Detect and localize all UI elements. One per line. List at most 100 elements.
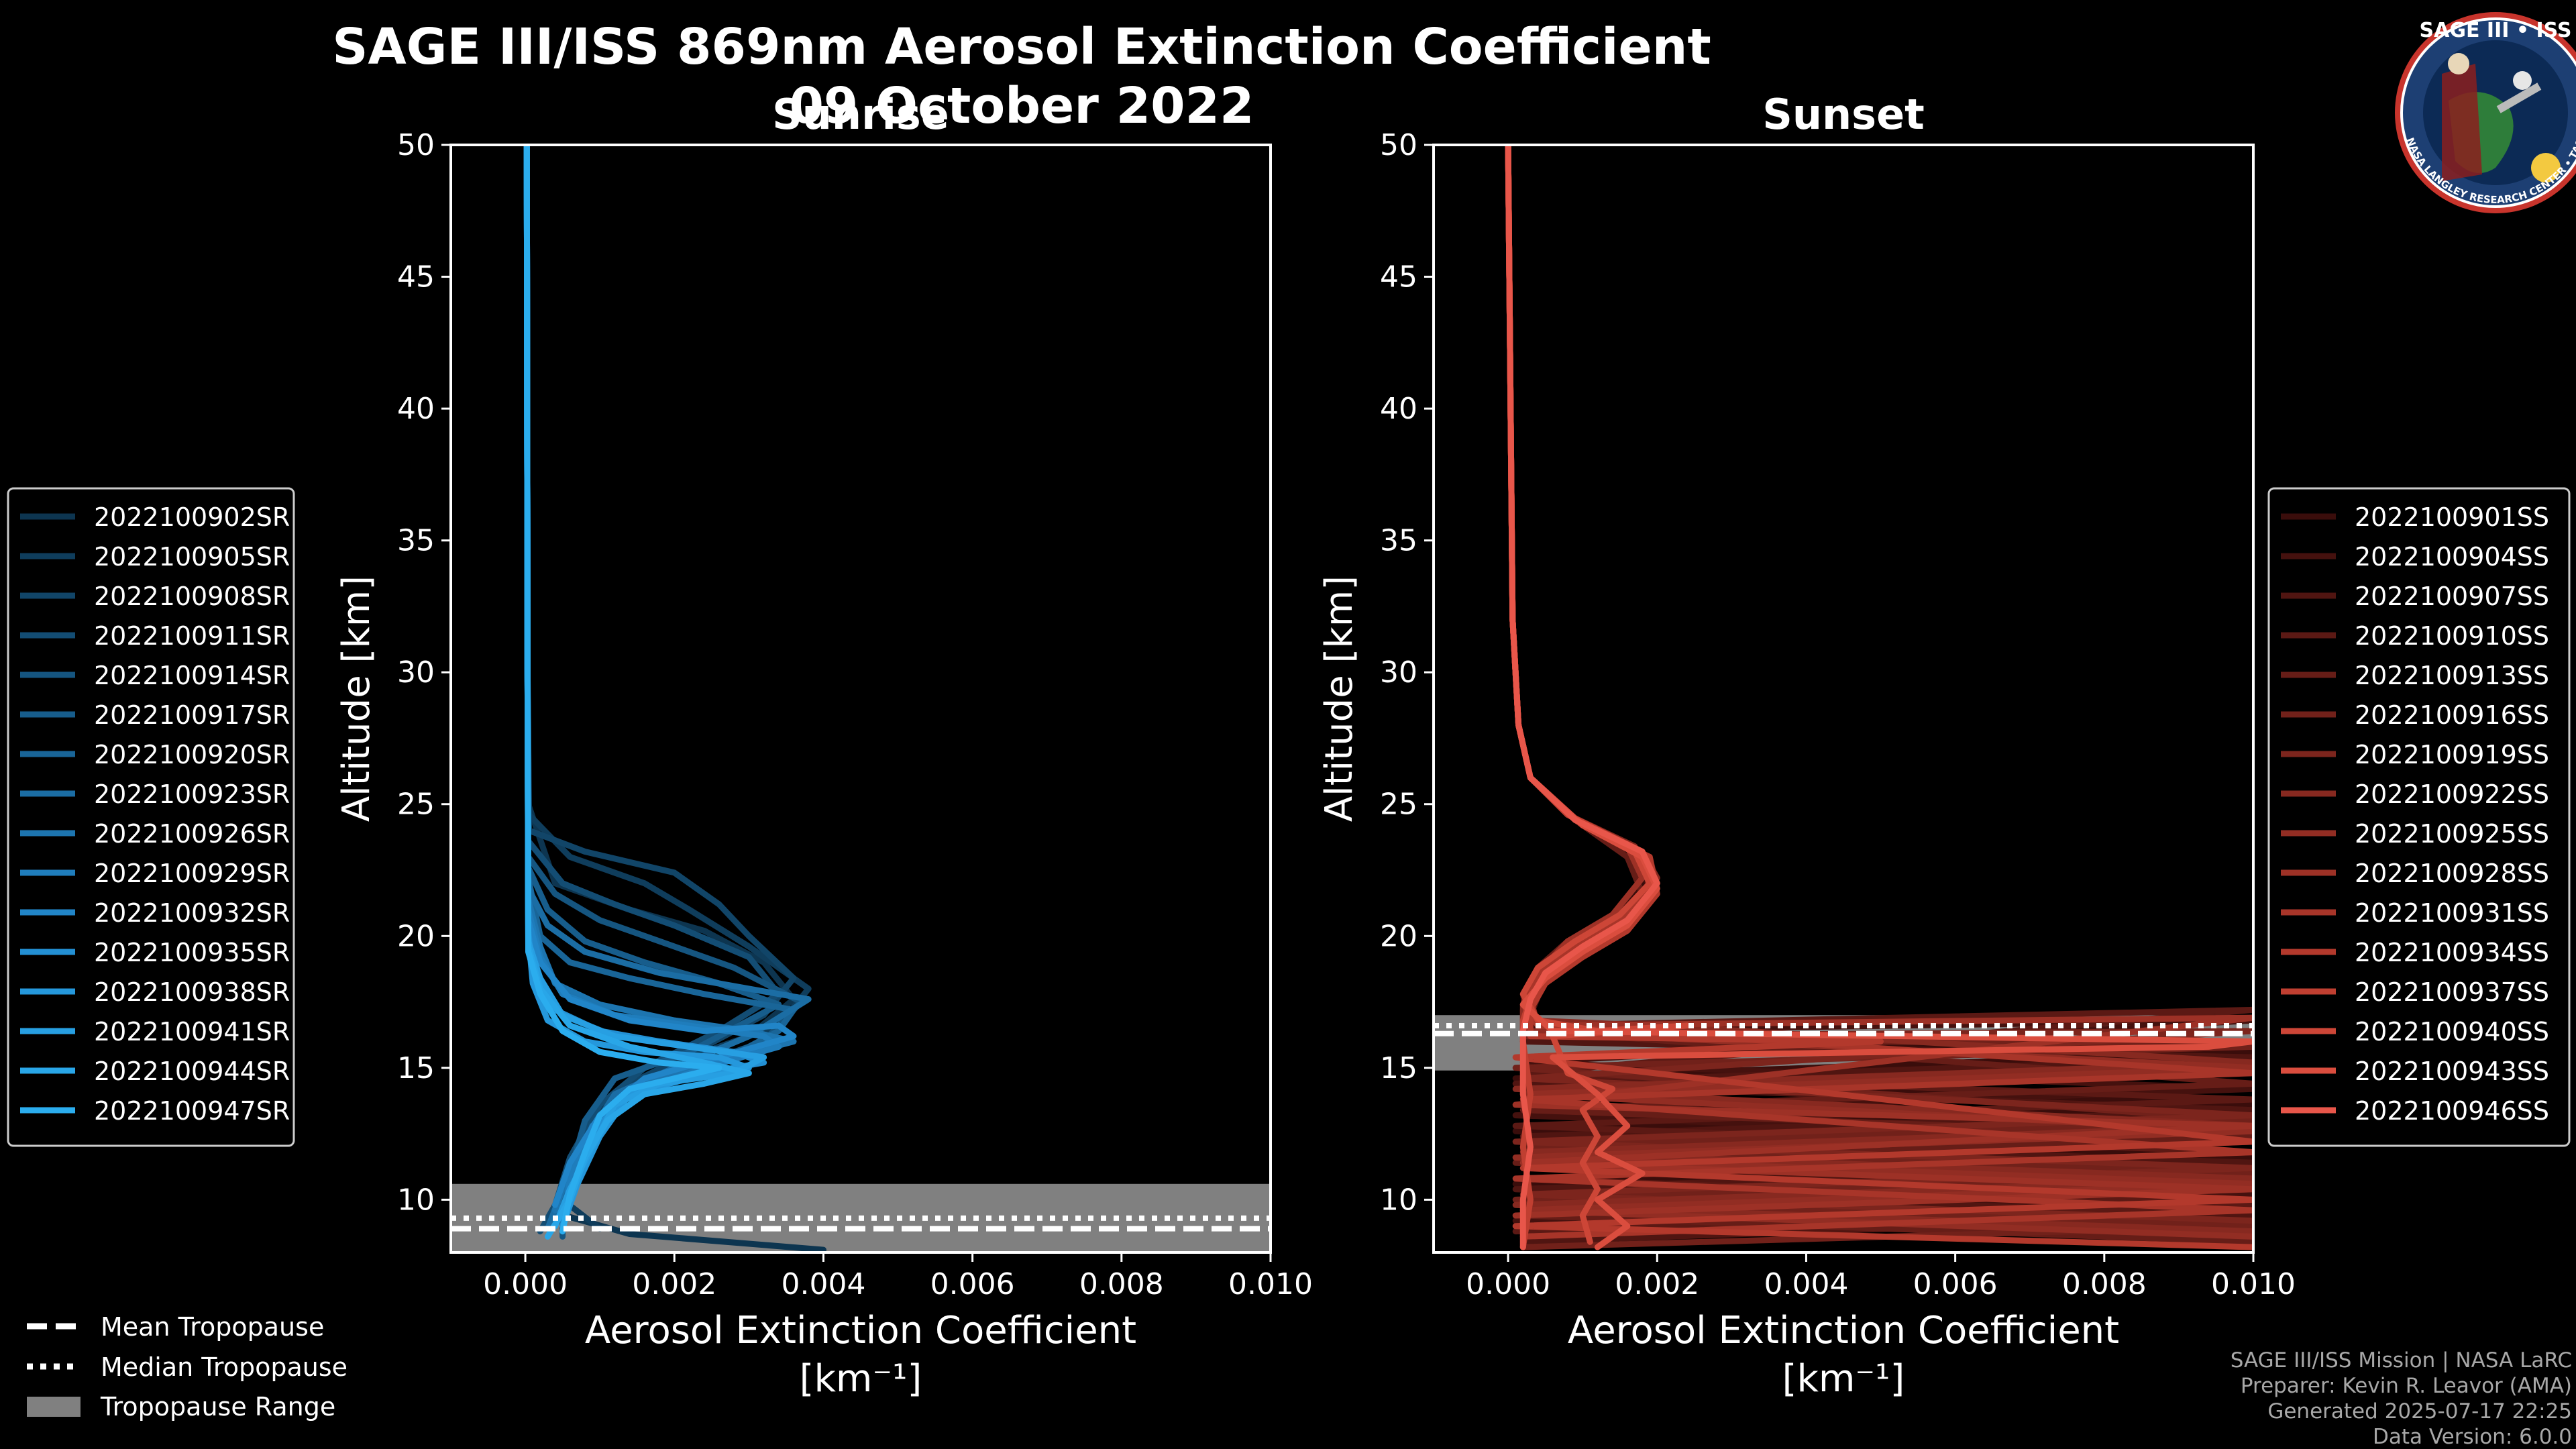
legend-label-2022100908SR: 2022100908SR xyxy=(94,582,290,611)
sunrise-y-tick-label: 20 xyxy=(397,919,435,953)
logo-station xyxy=(2496,83,2542,113)
legend-label-2022100914SR: 2022100914SR xyxy=(94,661,290,690)
logo-moon xyxy=(2513,71,2532,90)
legend-label-2022100901SS: 2022100901SS xyxy=(2355,502,2549,532)
legend-label-2022100920SR: 2022100920SR xyxy=(94,740,290,769)
legend-label-2022100937SS: 2022100937SS xyxy=(2355,977,2549,1007)
legend-label-2022100929SR: 2022100929SR xyxy=(94,859,290,888)
legend-label-2022100925SS: 2022100925SS xyxy=(2355,819,2549,849)
legend-label-2022100913SS: 2022100913SS xyxy=(2355,661,2549,690)
sunset-y-tick-label: 15 xyxy=(1380,1051,1417,1085)
sunset-x-tick-label: 0.010 xyxy=(2211,1267,2296,1301)
profile-2022100947SR xyxy=(523,145,722,1235)
sunrise-x-tick-label: 0.008 xyxy=(1079,1267,1164,1301)
legend-label-2022100944SR: 2022100944SR xyxy=(94,1057,290,1086)
logo-figure-robe xyxy=(2442,64,2482,181)
legend-label-2022100928SS: 2022100928SS xyxy=(2355,859,2549,888)
sunrise-y-tick-label: 30 xyxy=(397,655,435,690)
median-tropopause-label: Median Tropopause xyxy=(101,1352,347,1382)
sunrise-y-tick-label: 40 xyxy=(397,392,435,426)
legend-label-2022100946SS: 2022100946SS xyxy=(2355,1096,2549,1126)
legend-label-2022100938SR: 2022100938SR xyxy=(94,977,290,1007)
sunrise-y-tick-label: 10 xyxy=(397,1183,435,1217)
sunset-y-tick-label: 10 xyxy=(1380,1183,1417,1217)
legend-label-2022100935SR: 2022100935SR xyxy=(94,938,290,967)
legend-label-2022100904SS: 2022100904SS xyxy=(2355,542,2549,572)
legend-label-2022100902SR: 2022100902SR xyxy=(94,502,290,532)
figure-date: 09 October 2022 xyxy=(789,77,1254,135)
sunrise-y-tick-label: 15 xyxy=(397,1051,435,1085)
figure-title: SAGE III/ISS 869nm Aerosol Extinction Co… xyxy=(332,18,1711,76)
sunset-y-tick-label: 45 xyxy=(1380,260,1417,294)
footer-credits: SAGE III/ISS Mission | NASA LaRC Prepare… xyxy=(2231,1348,2572,1449)
legend-label-2022100932SR: 2022100932SR xyxy=(94,898,290,928)
sunset-y-tick-label: 20 xyxy=(1380,919,1417,953)
sunrise-y-tick-label: 25 xyxy=(397,788,435,822)
sunset-profiles xyxy=(1505,145,2253,1250)
sunrise-legend: 2022100902SR 2022100905SR 2022100908SR 2022… xyxy=(7,487,295,1147)
legend-label-2022100916SS: 2022100916SS xyxy=(2355,700,2549,730)
sunrise-y-tick-label: 50 xyxy=(397,128,435,162)
sunrise-x-tick-label: 0.002 xyxy=(632,1267,716,1301)
sunset-axes-frame xyxy=(1432,144,2255,1254)
sunset-legend: 2022100901SS 2022100904SS 2022100907SS 2022… xyxy=(2267,487,2571,1147)
sunrise-legend-box xyxy=(7,487,295,1147)
footer-mission: SAGE III/ISS Mission | NASA LaRC xyxy=(2231,1348,2572,1373)
sunset-panel: 0.000 0.002 0.004 0.006 0.008 0.010 10 15 20 25 30… xyxy=(1318,90,2296,1401)
legend-label-2022100911SR: 2022100911SR xyxy=(94,621,290,651)
sunset-x-axis-label: Aerosol Extinction Coefficient xyxy=(1568,1309,2119,1352)
footer-version: Data Version: 6.0.0 xyxy=(2373,1425,2572,1449)
sunset-y-tick-label: 40 xyxy=(1380,392,1417,426)
legend-label-2022100947SR: 2022100947SR xyxy=(94,1096,290,1126)
sunset-y-tick-label: 50 xyxy=(1380,128,1417,162)
legend-label-2022100940SS: 2022100940SS xyxy=(2355,1017,2549,1046)
sunset-y-axis-label: Altitude [km] xyxy=(1318,576,1361,822)
legend-label-2022100917SR: 2022100917SR xyxy=(94,700,290,730)
sunset-x-tick-label: 0.004 xyxy=(1764,1267,1848,1301)
sunset-panel-title: Sunset xyxy=(1762,90,1925,139)
sunset-x-tick-label: 0.008 xyxy=(2062,1267,2147,1301)
sunrise-y-tick-label: 35 xyxy=(397,524,435,558)
legend-label-2022100907SS: 2022100907SS xyxy=(2355,582,2549,611)
sunset-x-tick-label: 0.006 xyxy=(1913,1267,1998,1301)
profile-2022100946SS xyxy=(1505,145,1660,1250)
footer-generated: Generated 2025-07-17 22:25 xyxy=(2267,1399,2572,1424)
footer-preparer: Preparer: Kevin R. Leavor (AMA) xyxy=(2241,1374,2572,1398)
sunrise-plot-area xyxy=(451,145,1271,1252)
sunrise-x-axis-unit: [km⁻¹] xyxy=(800,1357,922,1401)
sunset-x-tick-label: 0.002 xyxy=(1615,1267,1699,1301)
profile-2022100917SR xyxy=(523,145,782,1219)
sunrise-panel-title: Sunrise xyxy=(772,90,949,139)
legend-label-2022100922SS: 2022100922SS xyxy=(2355,780,2549,809)
sunrise-x-tick-label: 0.004 xyxy=(781,1267,865,1301)
mean-tropopause-label: Mean Tropopause xyxy=(101,1312,324,1342)
sunrise-x-axis-label: Aerosol Extinction Coefficient xyxy=(585,1309,1136,1352)
sunrise-profiles xyxy=(523,145,826,1252)
legend-label-2022100943SS: 2022100943SS xyxy=(2355,1057,2549,1086)
legend-label-2022100910SS: 2022100910SS xyxy=(2355,621,2549,651)
sunrise-y-axis-label: Altitude [km] xyxy=(335,576,378,822)
sunset-y-tick-label: 35 xyxy=(1380,524,1417,558)
sunrise-axes-frame xyxy=(449,144,1272,1254)
sunset-y-tick-label: 25 xyxy=(1380,788,1417,822)
legend-label-2022100905SR: 2022100905SR xyxy=(94,542,290,572)
legend-label-2022100926SR: 2022100926SR xyxy=(94,819,290,849)
sunset-x-tick-label: 0.000 xyxy=(1466,1267,1550,1301)
tropopause-range-label: Tropopause Range xyxy=(100,1392,335,1421)
sunrise-x-tick-label: 0.006 xyxy=(930,1267,1015,1301)
sunrise-x-tick-label: 0.010 xyxy=(1228,1267,1313,1301)
legend-label-2022100919SS: 2022100919SS xyxy=(2355,740,2549,769)
sunrise-x-tick-label: 0.000 xyxy=(483,1267,568,1301)
sunset-x-axis-unit: [km⁻¹] xyxy=(1782,1357,1905,1401)
tropopause-legend: Mean Tropopause Median Tropopause Tropop… xyxy=(27,1312,347,1421)
logo-text: SAGE III • ISS xyxy=(2420,19,2572,42)
legend-label-2022100934SS: 2022100934SS xyxy=(2355,938,2549,967)
logo-figure-head xyxy=(2448,53,2469,74)
legend-label-2022100941SR: 2022100941SR xyxy=(94,1017,290,1046)
sunrise-y-tick-label: 45 xyxy=(397,260,435,294)
tropopause-range-swatch xyxy=(27,1397,80,1417)
sunset-y-tick-label: 30 xyxy=(1380,655,1417,690)
sunrise-panel: 0.000 0.002 0.004 0.006 0.008 0.010 10 15 20 25 30… xyxy=(335,90,1313,1401)
sunset-legend-box xyxy=(2267,487,2571,1147)
